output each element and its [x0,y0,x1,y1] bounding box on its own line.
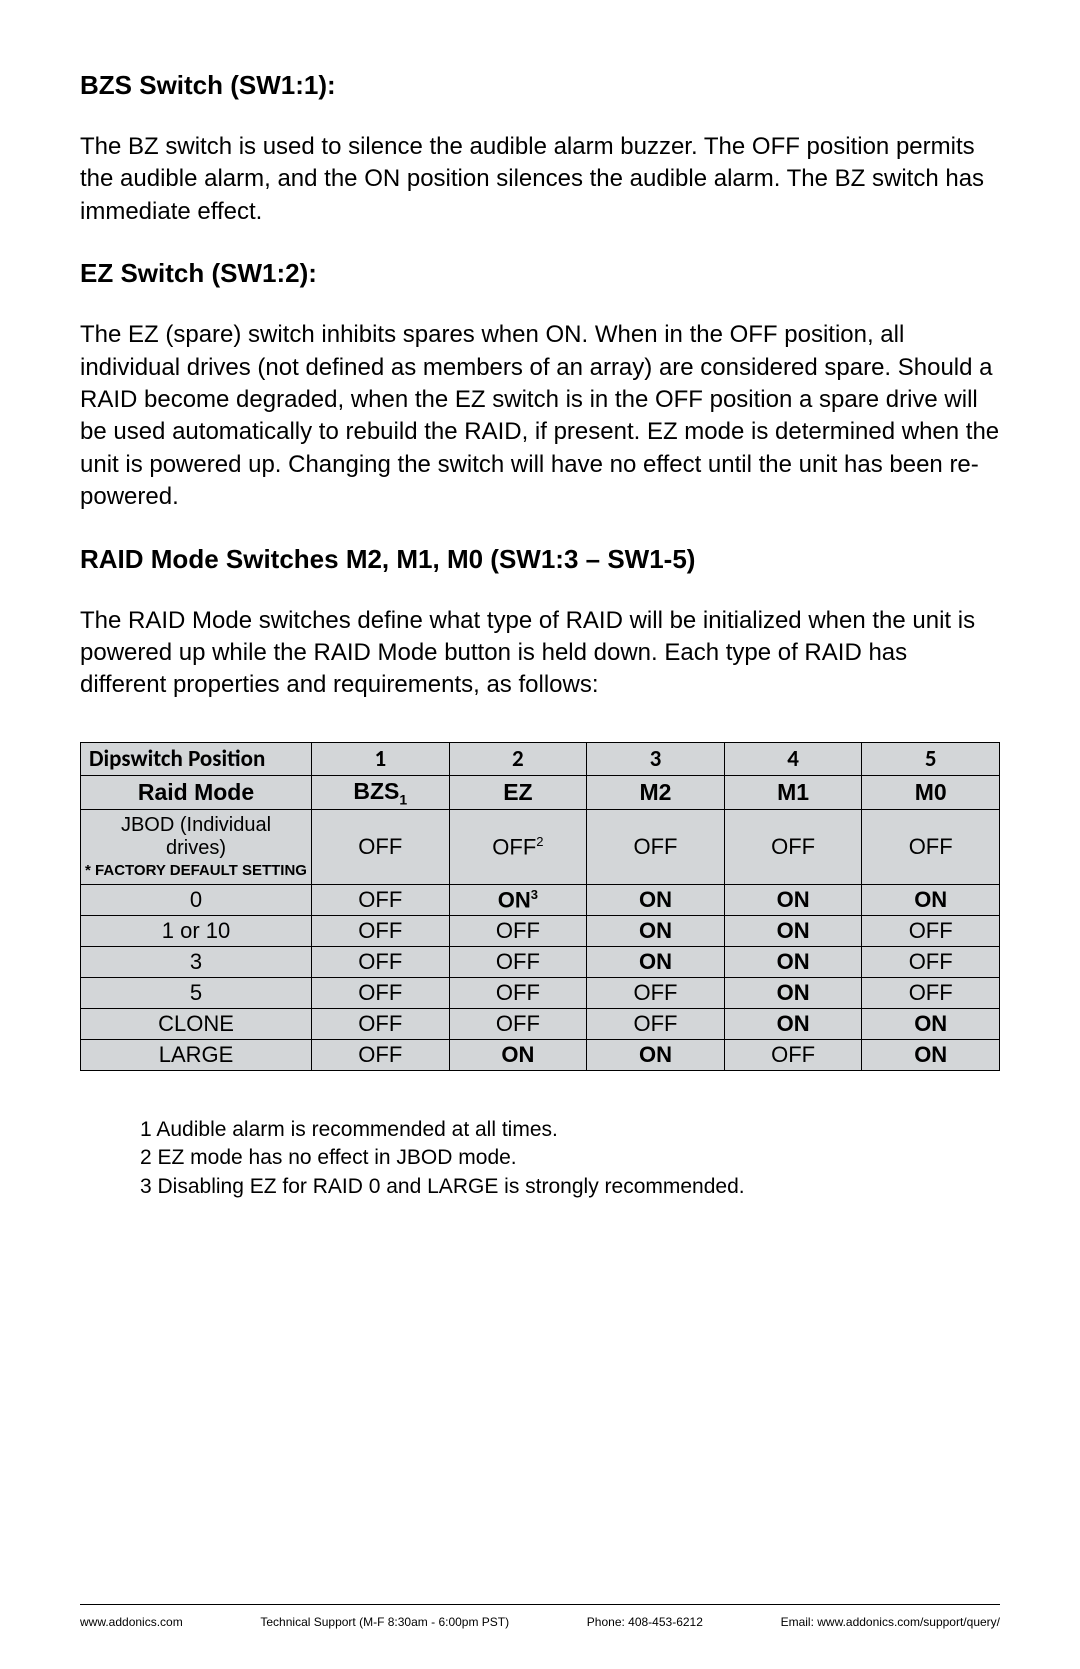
cell-c3: ON [587,946,725,977]
cell-c1: OFF [312,810,450,884]
section-raid-body: The RAID Mode switches define what type … [80,605,1000,702]
cell-c2: ON [449,1039,587,1070]
cell-mode: 1 or 10 [81,915,312,946]
table-row: CLONEOFFOFFOFFONON [81,1008,1000,1039]
cell-c4: ON [724,946,862,977]
cell-c3: OFF [587,977,725,1008]
footnotes: 1 Audible alarm is recommended at all ti… [140,1116,1000,1201]
th-m1: M1 [724,775,862,810]
section-ez-body: The EZ (spare) switch inhibits spares wh… [80,319,1000,513]
cell-c4: OFF [724,810,862,884]
cell-c2: ON3 [449,884,587,915]
table-row: 3OFFOFFONONOFF [81,946,1000,977]
cell-c3: ON [587,915,725,946]
cell-c4: ON [724,884,862,915]
footer-url: www.addonics.com [80,1615,183,1629]
th-m2: M2 [587,775,725,810]
th-bzs: BZS1 [312,775,450,810]
page-footer: www.addonics.com Technical Support (M-F … [80,1604,1000,1629]
th-pos-4: 4 [724,742,862,775]
cell-c3: OFF [587,810,725,884]
table-header-row-1: Dipswitch Position 1 2 3 4 5 [81,742,1000,775]
cell-c3: ON [587,1039,725,1070]
table-row: JBOD (Individualdrives)* FACTORY DEFAULT… [81,810,1000,884]
cell-c4: ON [724,977,862,1008]
cell-c3: ON [587,884,725,915]
cell-c5: OFF [862,810,1000,884]
cell-mode: 0 [81,884,312,915]
footer-email: Email: www.addonics.com/support/query/ [781,1615,1000,1629]
raid-mode-table: Dipswitch Position 1 2 3 4 5 Raid Mode B… [80,742,1000,1071]
cell-c1: OFF [312,884,450,915]
th-pos-1: 1 [312,742,450,775]
cell-mode: LARGE [81,1039,312,1070]
footer-phone: Phone: 408-453-6212 [587,1615,703,1629]
cell-mode: CLONE [81,1008,312,1039]
footnote-2: 2 EZ mode has no effect in JBOD mode. [140,1144,1000,1172]
cell-c2: OFF2 [449,810,587,884]
cell-c1: OFF [312,946,450,977]
table-row: 1 or 10OFFOFFONONOFF [81,915,1000,946]
section-bzs-title: BZS Switch (SW1:1): [80,70,1000,101]
cell-c3: OFF [587,1008,725,1039]
cell-mode: JBOD (Individualdrives)* FACTORY DEFAULT… [81,810,312,884]
cell-mode: 3 [81,946,312,977]
footnote-3: 3 Disabling EZ for RAID 0 and LARGE is s… [140,1173,1000,1201]
table-row: 5OFFOFFOFFONOFF [81,977,1000,1008]
cell-c1: OFF [312,915,450,946]
cell-c4: ON [724,915,862,946]
th-m0: M0 [862,775,1000,810]
cell-c2: OFF [449,946,587,977]
table-row: LARGEOFFONONOFFON [81,1039,1000,1070]
section-ez-title: EZ Switch (SW1:2): [80,258,1000,289]
cell-c2: OFF [449,915,587,946]
cell-c5: ON [862,1039,1000,1070]
cell-c5: OFF [862,977,1000,1008]
th-pos-5: 5 [862,742,1000,775]
cell-mode: 5 [81,977,312,1008]
cell-c2: OFF [449,977,587,1008]
footer-support: Technical Support (M-F 8:30am - 6:00pm P… [260,1615,509,1629]
th-pos-2: 2 [449,742,587,775]
th-raid-mode: Raid Mode [81,775,312,810]
th-dipswitch: Dipswitch Position [81,742,312,775]
cell-c5: OFF [862,946,1000,977]
table-header-row-2: Raid Mode BZS1 EZ M2 M1 M0 [81,775,1000,810]
cell-c5: OFF [862,915,1000,946]
th-ez: EZ [449,775,587,810]
section-raid-title: RAID Mode Switches M2, M1, M0 (SW1:3 – S… [80,544,1000,575]
cell-c4: OFF [724,1039,862,1070]
cell-c1: OFF [312,1008,450,1039]
cell-c4: ON [724,1008,862,1039]
table-body: JBOD (Individualdrives)* FACTORY DEFAULT… [81,810,1000,1071]
cell-c2: OFF [449,1008,587,1039]
th-pos-3: 3 [587,742,725,775]
table-row: 0OFFON3ONONON [81,884,1000,915]
section-bzs-body: The BZ switch is used to silence the aud… [80,131,1000,228]
cell-c5: ON [862,884,1000,915]
cell-c5: ON [862,1008,1000,1039]
footnote-1: 1 Audible alarm is recommended at all ti… [140,1116,1000,1144]
cell-c1: OFF [312,977,450,1008]
cell-c1: OFF [312,1039,450,1070]
